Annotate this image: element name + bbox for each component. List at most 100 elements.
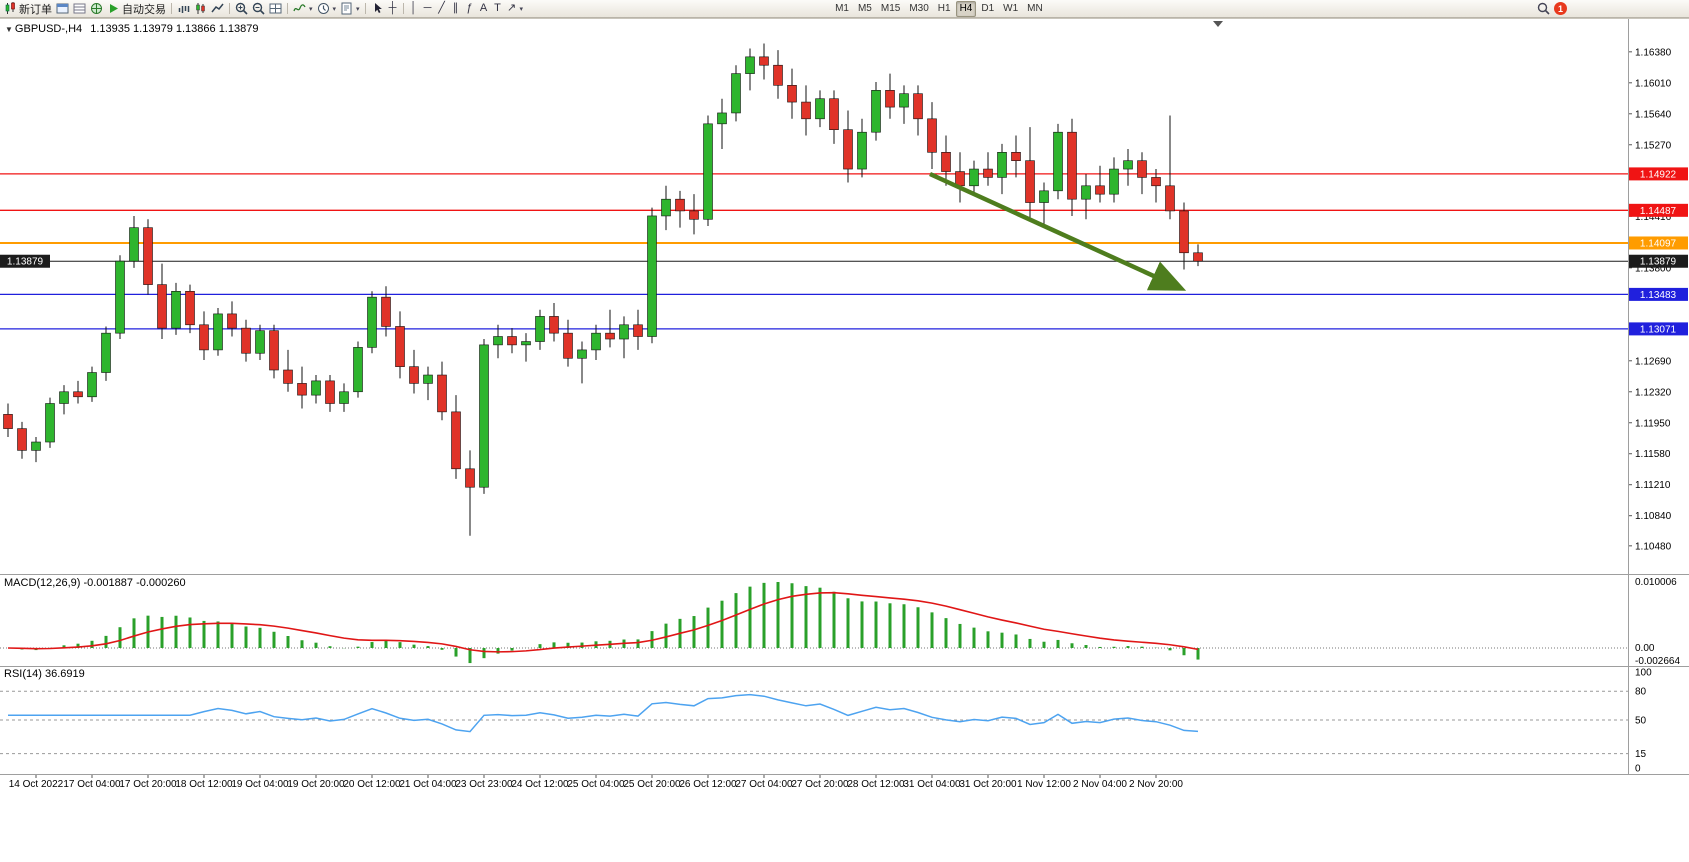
channel-icon: ∥	[452, 2, 459, 14]
text-label-button[interactable]: T	[491, 1, 505, 16]
autotrading-button[interactable]: 自动交易	[105, 1, 168, 16]
main-toolbar: 新订单 自动交易 ▾ ▾ ▾ ┼ │ ─ ╱ ∥ ƒ A T ↗ ▾ M1 M5 M15 M30 H1 H4 D1 W1 M…	[0, 0, 1689, 18]
chart-window-button[interactable]	[54, 1, 71, 16]
line-chart-button[interactable]	[209, 1, 226, 16]
trendline-button[interactable]: ╱	[435, 1, 449, 16]
shapes-icon: ↗	[506, 2, 517, 14]
pointer-icon	[374, 3, 382, 13]
crosshair-icon: ┼	[388, 2, 397, 14]
chart-canvas[interactable]: 1.16380 1.16010 1.15640 1.15270 1.14416 1.138…	[0, 18, 1689, 857]
notification-badge[interactable]: 1	[1554, 2, 1567, 15]
toolbar-separator	[287, 3, 288, 14]
svg-text:50: 50	[1635, 716, 1647, 727]
vline-icon: │	[410, 2, 417, 14]
svg-text:1.10840: 1.10840	[1635, 511, 1672, 522]
timeframe-group: M1 M5 M15 M30 H1 H4 D1 W1 MN	[831, 0, 1047, 17]
letter-a-icon: A	[479, 2, 488, 14]
zoom-in-button[interactable]	[233, 1, 250, 16]
svg-text:1.11580: 1.11580	[1635, 449, 1671, 460]
svg-text:1.14416: 1.14416	[1635, 212, 1672, 223]
profiles-button[interactable]	[71, 1, 88, 16]
timeframe-h4-button[interactable]: H4	[955, 0, 977, 17]
fibo-icon: ƒ	[466, 2, 473, 14]
terminal-button[interactable]	[88, 1, 105, 16]
svg-text:26 Oct 12:00: 26 Oct 12:00	[679, 779, 737, 790]
indicators-button[interactable]: ▾	[291, 1, 315, 16]
arrows-tool-button[interactable]: ↗ ▾	[505, 1, 526, 16]
timeframe-d1-button[interactable]: D1	[981, 2, 995, 14]
horizontal-line-objects[interactable]	[0, 173, 1628, 330]
crosshair-button[interactable]: ┼	[386, 1, 400, 16]
svg-text:1.11950: 1.11950	[1635, 418, 1671, 429]
svg-text:24 Oct 12:00: 24 Oct 12:00	[511, 779, 569, 790]
svg-text:27 Oct 04:00: 27 Oct 04:00	[735, 779, 793, 790]
svg-text:23 Oct 23:00: 23 Oct 23:00	[455, 779, 513, 790]
horizontal-line-button[interactable]: ─	[421, 1, 435, 16]
timeframe-m15-button[interactable]: M15	[880, 2, 901, 14]
svg-text:100: 100	[1635, 668, 1652, 679]
panel-borders	[0, 18, 1689, 775]
indicator-icon	[293, 4, 306, 12]
dropdown-caret-icon: ▾	[332, 5, 337, 13]
svg-text:0.00: 0.00	[1635, 643, 1655, 654]
svg-text:19 Oct 04:00: 19 Oct 04:00	[231, 779, 289, 790]
svg-text:28 Oct 12:00: 28 Oct 12:00	[847, 779, 905, 790]
macd-panel: 0.010006 0.00 -0.002664	[0, 577, 1680, 667]
line-icon	[211, 3, 224, 13]
timeframe-m5-button[interactable]: M5	[857, 2, 872, 14]
svg-text:1.12690: 1.12690	[1635, 356, 1672, 367]
svg-text:19 Oct 20:00: 19 Oct 20:00	[287, 779, 345, 790]
svg-text:1.15640: 1.15640	[1635, 109, 1672, 120]
svg-text:31 Oct 20:00: 31 Oct 20:00	[959, 779, 1017, 790]
rsi-panel: 100 80 50 15 0	[0, 668, 1652, 775]
cursor-button[interactable]	[369, 1, 386, 16]
svg-text:25 Oct 04:00: 25 Oct 04:00	[567, 779, 625, 790]
search-button[interactable]	[1535, 1, 1552, 16]
toolbar-separator	[171, 3, 172, 14]
trend-arrow-object[interactable]	[929, 171, 1187, 291]
new-order-label: 新订单	[19, 3, 52, 16]
timeframe-w1-button[interactable]: W1	[1003, 2, 1019, 14]
svg-text:1.13071: 1.13071	[1640, 324, 1677, 335]
profile-icon	[73, 3, 86, 14]
toolbar-separator	[229, 3, 230, 14]
zoom-out-button[interactable]	[250, 1, 267, 16]
fibonacci-button[interactable]: ƒ	[463, 1, 477, 16]
svg-text:31 Oct 04:00: 31 Oct 04:00	[903, 779, 961, 790]
clock-icon	[317, 3, 329, 14]
svg-text:21 Oct 04:00: 21 Oct 04:00	[399, 779, 457, 790]
play-icon	[110, 4, 118, 13]
timeframe-m30-button[interactable]: M30	[909, 2, 929, 14]
svg-text:27 Oct 20:00: 27 Oct 20:00	[791, 779, 849, 790]
price-axis[interactable]: 1.16380 1.16010 1.15640 1.15270 1.14416 1.138…	[1628, 47, 1672, 552]
timeframe-mn-button[interactable]: MN	[1027, 2, 1043, 14]
svg-text:1.10480: 1.10480	[1635, 541, 1672, 552]
text-button[interactable]: A	[477, 1, 491, 16]
periods-button[interactable]: ▾	[315, 1, 339, 16]
tile-windows-button[interactable]	[267, 1, 284, 16]
svg-text:1.13800: 1.13800	[1635, 263, 1672, 274]
search-icon	[1537, 2, 1550, 15]
equidistant-channel-button[interactable]: ∥	[449, 1, 463, 16]
svg-text:15: 15	[1635, 749, 1647, 760]
template-icon	[341, 2, 352, 15]
timeframe-m1-button[interactable]: M1	[835, 2, 849, 14]
magnifier-plus-icon	[235, 2, 248, 15]
svg-text:0: 0	[1635, 764, 1641, 775]
svg-text:1 Nov 12:00: 1 Nov 12:00	[1017, 779, 1071, 790]
candle-chart-button[interactable]	[192, 1, 209, 16]
new-order-button[interactable]: 新订单	[2, 1, 54, 16]
chart-shift-marker	[1213, 21, 1223, 27]
bar-chart-button[interactable]	[175, 1, 192, 16]
timeframe-h1-button[interactable]: H1	[937, 2, 951, 14]
globe-icon	[91, 3, 102, 14]
svg-text:2 Nov 20:00: 2 Nov 20:00	[1129, 779, 1183, 790]
templates-button[interactable]: ▾	[338, 1, 362, 16]
vertical-line-button[interactable]: │	[407, 1, 421, 16]
candles-icon	[196, 3, 205, 14]
svg-text:-0.002664: -0.002664	[1635, 656, 1680, 667]
svg-text:2 Nov 04:00: 2 Nov 04:00	[1073, 779, 1127, 790]
svg-text:1.11210: 1.11210	[1635, 480, 1671, 491]
hline-icon: ─	[423, 2, 432, 14]
